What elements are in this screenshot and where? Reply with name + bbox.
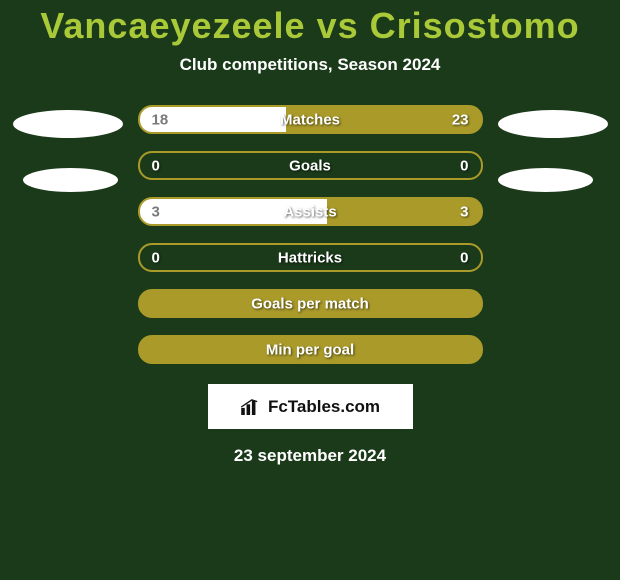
right-ellipse-column <box>498 105 608 192</box>
left-ellipse-1 <box>13 110 123 138</box>
stat-bar-hattricks: 0 Hattricks 0 <box>138 243 483 272</box>
stat-bar-matches: 18 Matches 23 <box>138 105 483 134</box>
stat-label: Min per goal <box>266 341 354 358</box>
stat-left-value: 3 <box>152 203 160 220</box>
logo-text: FcTables.com <box>268 397 380 417</box>
stat-right-value: 0 <box>460 157 468 174</box>
stat-label: Hattricks <box>278 249 342 266</box>
comparison-subtitle: Club competitions, Season 2024 <box>180 55 441 75</box>
stat-bar-assists: 3 Assists 3 <box>138 197 483 226</box>
chart-logo-icon <box>240 399 262 415</box>
left-ellipse-column <box>13 105 123 192</box>
stat-label: Goals <box>289 157 331 174</box>
stat-right-value: 3 <box>460 203 468 220</box>
stat-left-value: 18 <box>152 111 169 128</box>
stat-label: Assists <box>283 203 336 220</box>
stat-bars-column: 18 Matches 23 0 Goals 0 3 Assists 3 0 Hattricks 0 Go… <box>138 105 483 364</box>
fctables-logo: FcTables.com <box>208 384 413 429</box>
stat-left-value: 0 <box>152 249 160 266</box>
stat-left-value: 0 <box>152 157 160 174</box>
stat-bar-goals-per-match: Goals per match <box>138 289 483 318</box>
left-ellipse-2 <box>23 168 118 192</box>
snapshot-date: 23 september 2024 <box>234 446 386 466</box>
stat-right-value: 23 <box>452 111 469 128</box>
stat-bar-min-per-goal: Min per goal <box>138 335 483 364</box>
comparison-main: 18 Matches 23 0 Goals 0 3 Assists 3 0 Hattricks 0 Go… <box>0 105 620 364</box>
comparison-title: Vancaeyezeele vs Crisostomo <box>40 5 579 47</box>
stat-label: Matches <box>280 111 340 128</box>
stat-right-value: 0 <box>460 249 468 266</box>
stat-label: Goals per match <box>251 295 369 312</box>
right-ellipse-2 <box>498 168 593 192</box>
stat-bar-goals: 0 Goals 0 <box>138 151 483 180</box>
right-ellipse-1 <box>498 110 608 138</box>
